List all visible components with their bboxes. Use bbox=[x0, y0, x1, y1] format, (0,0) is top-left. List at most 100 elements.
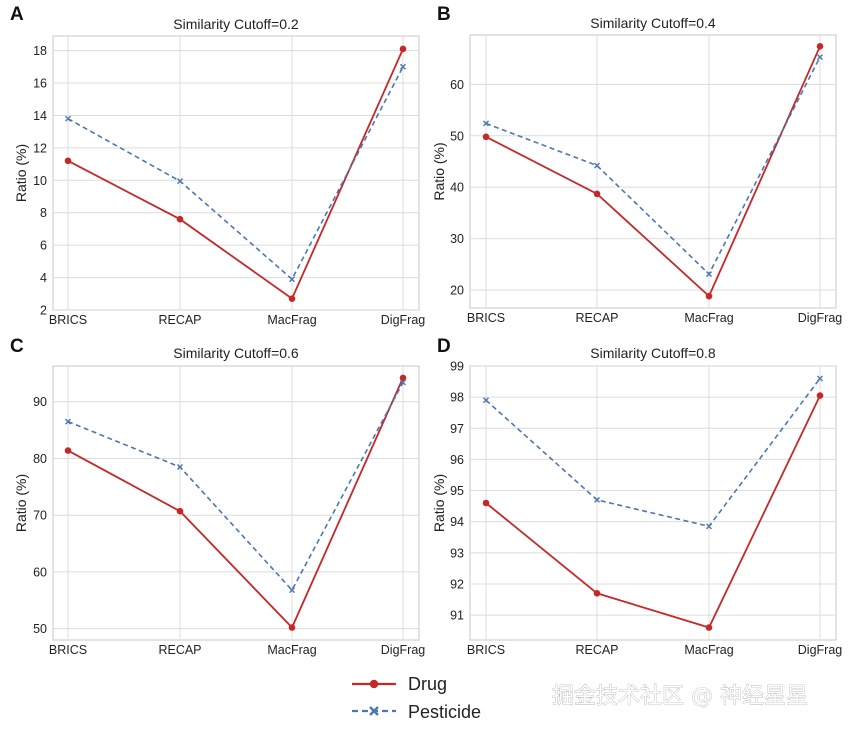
y-tick-label: 92 bbox=[450, 577, 464, 591]
y-tick-label: 91 bbox=[450, 609, 464, 623]
series-drug bbox=[482, 43, 824, 300]
legend-item-pesticide: Pesticide bbox=[352, 702, 481, 722]
marker-x-stroke bbox=[177, 463, 183, 470]
y-tick-label: 16 bbox=[33, 77, 47, 91]
legend-pesticide-marker bbox=[369, 706, 379, 716]
marker-x-stroke bbox=[289, 587, 295, 594]
marker-x-stroke bbox=[65, 418, 71, 425]
data-point-drug bbox=[399, 45, 407, 53]
data-point-drug bbox=[705, 624, 713, 631]
x-tick-label: BRICS bbox=[49, 313, 87, 327]
x-tick-label: DigFrag bbox=[798, 311, 843, 325]
marker-x-stroke bbox=[817, 375, 823, 382]
y-tick-label: 8 bbox=[40, 206, 47, 220]
panel-title: Similarity Cutoff=0.4 bbox=[590, 15, 716, 31]
data-point-drug bbox=[64, 157, 72, 165]
y-tick-label: 30 bbox=[450, 232, 464, 246]
series-line-drug bbox=[485, 45, 821, 298]
series-line-pesticide bbox=[67, 66, 404, 281]
panel-title: Similarity Cutoff=0.8 bbox=[590, 345, 716, 361]
panel-letter: A bbox=[10, 4, 24, 25]
y-tick-label: 60 bbox=[450, 78, 464, 92]
legend: Drug Pesticide bbox=[352, 674, 481, 722]
data-point-drug bbox=[64, 447, 72, 454]
data-point-pesticide bbox=[817, 54, 823, 61]
data-point-drug bbox=[593, 589, 601, 597]
x-tick-label: BRICS bbox=[467, 643, 505, 657]
series-pesticide bbox=[483, 54, 823, 278]
watermark: 掘金技术社区 @ 神经星星 bbox=[552, 684, 808, 709]
panel-letter: C bbox=[10, 336, 24, 357]
y-tick-label: 93 bbox=[450, 546, 464, 560]
y-tick-label: 4 bbox=[40, 271, 47, 285]
plot-area bbox=[469, 34, 837, 309]
data-point-pesticide bbox=[400, 63, 406, 70]
series-line-drug bbox=[67, 377, 404, 630]
y-tick-label: 90 bbox=[33, 395, 47, 409]
y-tick-label: 6 bbox=[40, 239, 47, 253]
marker-x-stroke bbox=[594, 496, 600, 503]
y-tick-label: 97 bbox=[450, 422, 464, 436]
data-point-drug bbox=[705, 292, 713, 300]
marker-x-stroke bbox=[594, 162, 600, 169]
series-line-pesticide bbox=[485, 56, 821, 276]
data-point-pesticide bbox=[483, 120, 489, 127]
y-tick-label: 40 bbox=[450, 181, 464, 195]
marker-x-stroke bbox=[65, 115, 71, 122]
data-point-drug bbox=[482, 499, 490, 507]
marker-x-stroke bbox=[177, 178, 183, 185]
y-axis-label: Ratio (%) bbox=[13, 474, 29, 532]
panels: 2 4 6 8 10 12 14 16 18 BRICS RECAP MacFrag DigFrag A S… bbox=[10, 4, 842, 657]
panel-letter: B bbox=[437, 4, 451, 25]
x-tick-label: MacFrag bbox=[684, 311, 733, 325]
series-pesticide bbox=[65, 379, 406, 594]
marker-x-stroke bbox=[817, 54, 823, 61]
y-tick-label: 10 bbox=[33, 174, 47, 188]
data-point-pesticide bbox=[706, 271, 712, 278]
series-line-drug bbox=[67, 48, 404, 301]
plot-area bbox=[52, 35, 420, 311]
y-tick-label: 60 bbox=[33, 565, 47, 579]
data-point-pesticide bbox=[289, 276, 295, 283]
plot-area bbox=[52, 365, 420, 641]
data-point-pesticide bbox=[65, 418, 71, 425]
data-point-pesticide bbox=[594, 496, 600, 503]
panel-c: 50 60 70 80 90 BRICS RECAP MacFrag DigFrag C Simil… bbox=[10, 336, 425, 657]
data-point-pesticide bbox=[177, 178, 183, 185]
panel-title: Similarity Cutoff=0.6 bbox=[173, 345, 299, 361]
y-tick-label: 96 bbox=[450, 453, 464, 467]
y-axis-label: Ratio (%) bbox=[13, 144, 29, 202]
data-point-pesticide bbox=[400, 379, 406, 386]
data-point-pesticide bbox=[289, 587, 295, 594]
series-line-drug bbox=[485, 395, 821, 629]
series-drug bbox=[482, 392, 824, 631]
y-tick-label: 99 bbox=[450, 360, 464, 374]
x-tick-label: RECAP bbox=[158, 313, 201, 327]
data-point-drug bbox=[399, 374, 407, 382]
plot-area bbox=[469, 365, 837, 641]
data-point-drug bbox=[288, 295, 296, 302]
x-tick-label: BRICS bbox=[49, 643, 87, 657]
data-point-pesticide bbox=[65, 115, 71, 122]
y-tick-label: 95 bbox=[450, 484, 464, 498]
x-tick-label: RECAP bbox=[575, 643, 618, 657]
x-tick-label: MacFrag bbox=[267, 643, 316, 657]
data-point-pesticide bbox=[817, 375, 823, 382]
data-point-drug bbox=[176, 507, 184, 515]
data-point-pesticide bbox=[483, 397, 489, 404]
y-axis-label: Ratio (%) bbox=[431, 474, 447, 532]
y-tick-label: 20 bbox=[450, 284, 464, 298]
y-tick-label: 50 bbox=[33, 622, 47, 636]
legend-item-drug: Drug bbox=[352, 674, 447, 694]
series-drug bbox=[64, 374, 407, 631]
marker-x-stroke bbox=[706, 271, 712, 278]
series-pesticide bbox=[65, 63, 406, 283]
x-tick-label: RECAP bbox=[158, 643, 201, 657]
x-tick-label: DigFrag bbox=[798, 643, 843, 657]
x-tick-label: BRICS bbox=[467, 311, 505, 325]
series-drug bbox=[64, 45, 407, 302]
series-line-pesticide bbox=[67, 382, 404, 592]
y-tick-label: 94 bbox=[450, 515, 464, 529]
y-tick-label: 14 bbox=[33, 109, 47, 123]
